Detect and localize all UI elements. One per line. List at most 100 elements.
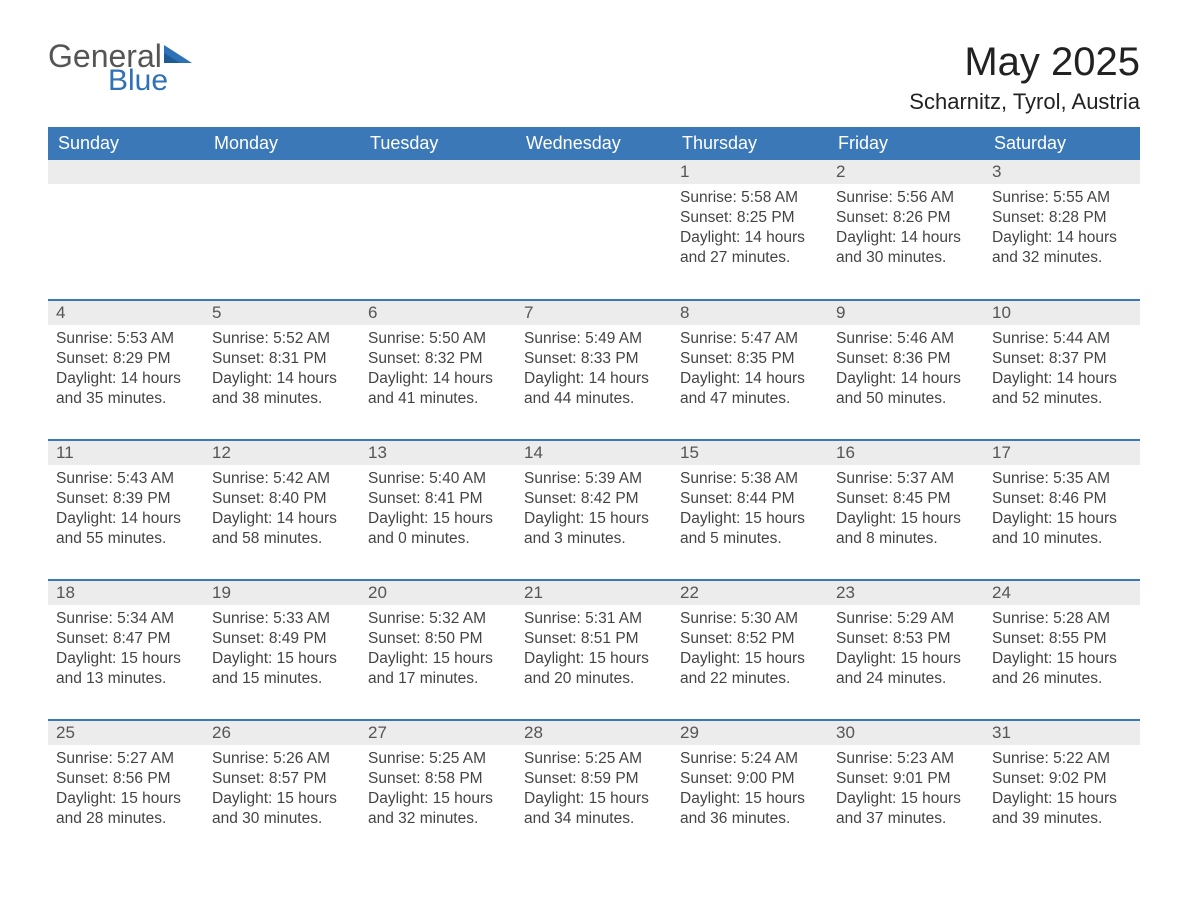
daylight-line: Daylight: 15 hours and 20 minutes. [524, 649, 664, 689]
calendar-day-cell: 24Sunrise: 5:28 AMSunset: 8:55 PMDayligh… [984, 580, 1140, 720]
day-number: 26 [204, 721, 360, 745]
calendar-header-row: SundayMondayTuesdayWednesdayThursdayFrid… [48, 127, 1140, 160]
sunset-line: Sunset: 8:49 PM [212, 629, 352, 649]
sunset-line: Sunset: 8:33 PM [524, 349, 664, 369]
sunrise-line: Sunrise: 5:53 AM [56, 329, 196, 349]
calendar-day-cell: 30Sunrise: 5:23 AMSunset: 9:01 PMDayligh… [828, 720, 984, 860]
weekday-header: Friday [828, 127, 984, 160]
calendar-day-cell: 13Sunrise: 5:40 AMSunset: 8:41 PMDayligh… [360, 440, 516, 580]
sunrise-line: Sunrise: 5:44 AM [992, 329, 1132, 349]
daylight-line: Daylight: 15 hours and 32 minutes. [368, 789, 508, 829]
day-number: 19 [204, 581, 360, 605]
daylight-line: Daylight: 14 hours and 47 minutes. [680, 369, 820, 409]
sunrise-line: Sunrise: 5:27 AM [56, 749, 196, 769]
day-number: 27 [360, 721, 516, 745]
day-number: 20 [360, 581, 516, 605]
sunrise-line: Sunrise: 5:23 AM [836, 749, 976, 769]
sunset-line: Sunset: 8:40 PM [212, 489, 352, 509]
day-details: Sunrise: 5:55 AMSunset: 8:28 PMDaylight:… [984, 184, 1140, 279]
sunrise-line: Sunrise: 5:22 AM [992, 749, 1132, 769]
day-details: Sunrise: 5:28 AMSunset: 8:55 PMDaylight:… [984, 605, 1140, 700]
sunset-line: Sunset: 9:02 PM [992, 769, 1132, 789]
sunset-line: Sunset: 8:46 PM [992, 489, 1132, 509]
sunset-line: Sunset: 8:45 PM [836, 489, 976, 509]
daylight-line: Daylight: 15 hours and 3 minutes. [524, 509, 664, 549]
sunset-line: Sunset: 9:00 PM [680, 769, 820, 789]
day-details: Sunrise: 5:35 AMSunset: 8:46 PMDaylight:… [984, 465, 1140, 560]
sunset-line: Sunset: 8:51 PM [524, 629, 664, 649]
calendar-day-cell: 11Sunrise: 5:43 AMSunset: 8:39 PMDayligh… [48, 440, 204, 580]
daylight-line: Daylight: 15 hours and 22 minutes. [680, 649, 820, 689]
day-details: Sunrise: 5:25 AMSunset: 8:58 PMDaylight:… [360, 745, 516, 840]
day-number: 3 [984, 160, 1140, 184]
day-number: 14 [516, 441, 672, 465]
day-details: Sunrise: 5:58 AMSunset: 8:25 PMDaylight:… [672, 184, 828, 279]
sunset-line: Sunset: 8:39 PM [56, 489, 196, 509]
day-details: Sunrise: 5:33 AMSunset: 8:49 PMDaylight:… [204, 605, 360, 700]
day-number: 18 [48, 581, 204, 605]
day-details: Sunrise: 5:25 AMSunset: 8:59 PMDaylight:… [516, 745, 672, 840]
calendar-day-cell: 1Sunrise: 5:58 AMSunset: 8:25 PMDaylight… [672, 160, 828, 300]
day-number: 8 [672, 301, 828, 325]
day-details: Sunrise: 5:24 AMSunset: 9:00 PMDaylight:… [672, 745, 828, 840]
sunrise-line: Sunrise: 5:49 AM [524, 329, 664, 349]
calendar-day-cell: 6Sunrise: 5:50 AMSunset: 8:32 PMDaylight… [360, 300, 516, 440]
daylight-line: Daylight: 14 hours and 38 minutes. [212, 369, 352, 409]
day-number: 2 [828, 160, 984, 184]
day-details: Sunrise: 5:27 AMSunset: 8:56 PMDaylight:… [48, 745, 204, 840]
day-number: 23 [828, 581, 984, 605]
location: Scharnitz, Tyrol, Austria [909, 89, 1140, 115]
calendar-day-cell [516, 160, 672, 300]
sunrise-line: Sunrise: 5:26 AM [212, 749, 352, 769]
sunrise-line: Sunrise: 5:33 AM [212, 609, 352, 629]
calendar-day-cell: 31Sunrise: 5:22 AMSunset: 9:02 PMDayligh… [984, 720, 1140, 860]
calendar-day-cell: 22Sunrise: 5:30 AMSunset: 8:52 PMDayligh… [672, 580, 828, 720]
calendar-day-cell: 15Sunrise: 5:38 AMSunset: 8:44 PMDayligh… [672, 440, 828, 580]
daylight-line: Daylight: 15 hours and 24 minutes. [836, 649, 976, 689]
sunrise-line: Sunrise: 5:40 AM [368, 469, 508, 489]
weekday-header: Saturday [984, 127, 1140, 160]
daylight-line: Daylight: 15 hours and 28 minutes. [56, 789, 196, 829]
daylight-line: Daylight: 15 hours and 15 minutes. [212, 649, 352, 689]
calendar-day-cell: 16Sunrise: 5:37 AMSunset: 8:45 PMDayligh… [828, 440, 984, 580]
day-details: Sunrise: 5:26 AMSunset: 8:57 PMDaylight:… [204, 745, 360, 840]
weekday-header: Thursday [672, 127, 828, 160]
day-number: 13 [360, 441, 516, 465]
daylight-line: Daylight: 14 hours and 50 minutes. [836, 369, 976, 409]
day-number: 25 [48, 721, 204, 745]
sunrise-line: Sunrise: 5:58 AM [680, 188, 820, 208]
sunset-line: Sunset: 8:58 PM [368, 769, 508, 789]
sunset-line: Sunset: 8:55 PM [992, 629, 1132, 649]
calendar-day-cell: 10Sunrise: 5:44 AMSunset: 8:37 PMDayligh… [984, 300, 1140, 440]
sunset-line: Sunset: 8:37 PM [992, 349, 1132, 369]
sunrise-line: Sunrise: 5:46 AM [836, 329, 976, 349]
sunset-line: Sunset: 8:26 PM [836, 208, 976, 228]
day-number: 15 [672, 441, 828, 465]
daylight-line: Daylight: 14 hours and 30 minutes. [836, 228, 976, 268]
day-number: 4 [48, 301, 204, 325]
sunset-line: Sunset: 8:57 PM [212, 769, 352, 789]
sunrise-line: Sunrise: 5:28 AM [992, 609, 1132, 629]
calendar-week-row: 1Sunrise: 5:58 AMSunset: 8:25 PMDaylight… [48, 160, 1140, 300]
sunset-line: Sunset: 8:52 PM [680, 629, 820, 649]
day-number: 29 [672, 721, 828, 745]
day-details: Sunrise: 5:30 AMSunset: 8:52 PMDaylight:… [672, 605, 828, 700]
sunrise-line: Sunrise: 5:25 AM [368, 749, 508, 769]
daylight-line: Daylight: 14 hours and 27 minutes. [680, 228, 820, 268]
calendar-day-cell: 12Sunrise: 5:42 AMSunset: 8:40 PMDayligh… [204, 440, 360, 580]
day-details: Sunrise: 5:22 AMSunset: 9:02 PMDaylight:… [984, 745, 1140, 840]
calendar-week-row: 25Sunrise: 5:27 AMSunset: 8:56 PMDayligh… [48, 720, 1140, 860]
sunset-line: Sunset: 8:47 PM [56, 629, 196, 649]
calendar-day-cell [48, 160, 204, 300]
daylight-line: Daylight: 15 hours and 0 minutes. [368, 509, 508, 549]
calendar-week-row: 18Sunrise: 5:34 AMSunset: 8:47 PMDayligh… [48, 580, 1140, 720]
sunrise-line: Sunrise: 5:39 AM [524, 469, 664, 489]
calendar-day-cell: 26Sunrise: 5:26 AMSunset: 8:57 PMDayligh… [204, 720, 360, 860]
day-details: Sunrise: 5:53 AMSunset: 8:29 PMDaylight:… [48, 325, 204, 420]
sunrise-line: Sunrise: 5:52 AM [212, 329, 352, 349]
sunrise-line: Sunrise: 5:37 AM [836, 469, 976, 489]
logo-word2: Blue [108, 66, 198, 96]
sunset-line: Sunset: 8:35 PM [680, 349, 820, 369]
daylight-line: Daylight: 14 hours and 35 minutes. [56, 369, 196, 409]
day-details: Sunrise: 5:29 AMSunset: 8:53 PMDaylight:… [828, 605, 984, 700]
